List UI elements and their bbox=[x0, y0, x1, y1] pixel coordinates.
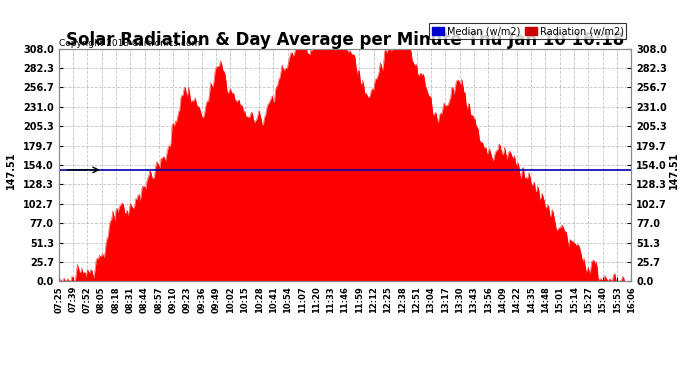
Text: 147.51: 147.51 bbox=[6, 151, 16, 189]
Text: Copyright 2013 Cartronics.com: Copyright 2013 Cartronics.com bbox=[59, 39, 200, 48]
Legend: Median (w/m2), Radiation (w/m2): Median (w/m2), Radiation (w/m2) bbox=[429, 23, 627, 39]
Title: Solar Radiation & Day Average per Minute Thu Jan 10 16:18: Solar Radiation & Day Average per Minute… bbox=[66, 31, 624, 49]
Text: 147.51: 147.51 bbox=[669, 151, 678, 189]
